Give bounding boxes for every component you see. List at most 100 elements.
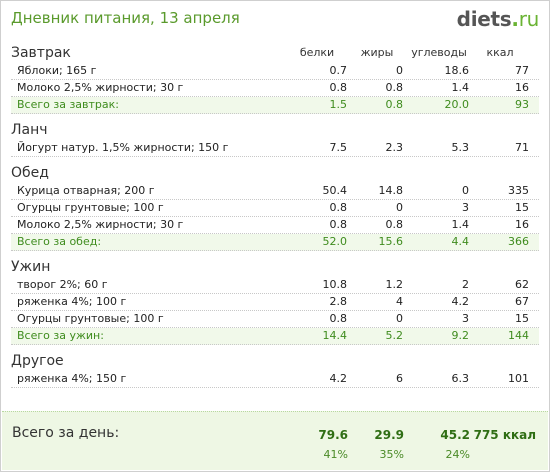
food-row[interactable]: Огурцы грунтовые; 100 г 0.8 0 3 15	[11, 200, 539, 217]
food-row[interactable]: Йогурт натур. 1,5% жирности; 150 г 7.5 2.3…	[11, 140, 539, 157]
column-header-fat: жиры	[360, 46, 394, 59]
logo-name: diets	[456, 7, 512, 31]
food-protein: 0.8	[329, 218, 348, 231]
food-name: Огурцы грунтовые; 100 г	[17, 312, 164, 325]
food-fat: 0.8	[385, 218, 404, 231]
logo-dot: .	[511, 7, 519, 31]
subtotal-protein: 52.0	[322, 235, 348, 248]
subtotal-fat: 15.6	[378, 235, 404, 248]
header: Дневник питания, 13 апреля diets.ru	[11, 7, 539, 33]
meal-title: Другое	[11, 353, 64, 369]
day-total-label: Всего за день:	[12, 425, 120, 441]
food-name: ряженка 4%; 100 г	[17, 295, 127, 308]
food-kcal: 71	[515, 141, 529, 154]
subtotal-label: Всего за ужин:	[17, 329, 104, 342]
column-header-carbs: углеводы	[411, 46, 467, 59]
food-protein: 0.8	[329, 201, 348, 214]
diets-logo[interactable]: diets.ru	[456, 7, 540, 31]
food-kcal: 77	[515, 64, 529, 77]
day-total-fat: 29.9	[374, 428, 404, 442]
food-protein: 4.2	[329, 372, 348, 385]
food-row[interactable]: Молоко 2,5% жирности; 30 г 0.8 0.8 1.4 16	[11, 217, 539, 234]
food-row[interactable]: ряженка 4%; 100 г 2.8 4 4.2 67	[11, 294, 539, 311]
food-kcal: 101	[508, 372, 529, 385]
diary-table: Завтрак белки жиры углеводы ккал Яблоки; 165 …	[11, 43, 539, 388]
food-row[interactable]: Молоко 2,5% жирности; 30 г 0.8 0.8 1.4 16	[11, 80, 539, 97]
food-carbs: 4.2	[451, 295, 470, 308]
food-fat: 0.8	[385, 81, 404, 94]
food-carbs: 18.6	[444, 64, 470, 77]
food-name: Молоко 2,5% жирности; 30 г	[17, 81, 184, 94]
day-total: Всего за день: 79.6 29.9 45.2 775 ккал 4…	[2, 411, 548, 470]
food-name: Курица отварная; 200 г	[17, 184, 155, 197]
day-percent-fat: 35%	[379, 448, 404, 461]
subtotal-carbs: 20.0	[444, 98, 470, 111]
food-kcal: 335	[508, 184, 529, 197]
food-protein: 50.4	[322, 184, 348, 197]
meal-header: Ужин	[11, 257, 539, 277]
column-header-protein: белки	[299, 46, 335, 59]
food-row[interactable]: Курица отварная; 200 г 50.4 14.8 0 335	[11, 183, 539, 200]
food-name: Огурцы грунтовые; 100 г	[17, 201, 164, 214]
meal-header: Обед	[11, 163, 539, 183]
meal-subtotal-row: Всего за завтрак: 1.5 0.8 20.0 93	[11, 97, 539, 114]
food-fat: 14.8	[378, 184, 404, 197]
logo-tld: ru	[518, 7, 540, 31]
food-row[interactable]: Огурцы грунтовые; 100 г 0.8 0 3 15	[11, 311, 539, 328]
subtotal-fat: 0.8	[385, 98, 404, 111]
food-name: творог 2%; 60 г	[17, 278, 108, 291]
food-name: ряженка 4%; 150 г	[17, 372, 127, 385]
food-carbs: 3	[462, 312, 469, 325]
food-carbs: 1.4	[451, 81, 470, 94]
subtotal-carbs: 9.2	[451, 329, 470, 342]
day-total-kcal: 775 ккал	[473, 428, 536, 442]
subtotal-label: Всего за завтрак:	[17, 98, 120, 111]
food-row[interactable]: творог 2%; 60 г 10.8 1.2 2 62	[11, 277, 539, 294]
food-carbs: 6.3	[451, 372, 470, 385]
food-protein: 2.8	[329, 295, 348, 308]
subtotal-protein: 14.4	[322, 329, 348, 342]
food-protein: 0.7	[329, 64, 348, 77]
food-row[interactable]: ряженка 4%; 150 г 4.2 6 6.3 101	[11, 371, 539, 388]
meal-title: Ужин	[11, 259, 51, 275]
day-total-carbs: 45.2	[440, 428, 470, 442]
food-carbs: 3	[462, 201, 469, 214]
subtotal-kcal: 144	[508, 329, 529, 342]
food-kcal: 15	[515, 201, 529, 214]
food-kcal: 67	[515, 295, 529, 308]
meal-subtotal-row: Всего за обед: 52.0 15.6 4.4 366	[11, 234, 539, 251]
day-percent-carbs: 24%	[445, 448, 470, 461]
food-name: Молоко 2,5% жирности; 30 г	[17, 218, 184, 231]
subtotal-kcal: 366	[508, 235, 529, 248]
meal-title: Завтрак	[11, 45, 71, 61]
day-total-protein: 79.6	[318, 428, 348, 442]
subtotal-kcal: 93	[515, 98, 529, 111]
column-header-kcal: ккал	[486, 46, 514, 59]
food-fat: 4	[396, 295, 403, 308]
food-name: Йогурт натур. 1,5% жирности; 150 г	[17, 141, 229, 154]
meal-title: Обед	[11, 165, 49, 181]
food-fat: 0	[396, 201, 403, 214]
food-carbs: 2	[462, 278, 469, 291]
subtotal-protein: 1.5	[329, 98, 348, 111]
food-protein: 0.8	[329, 81, 348, 94]
subtotal-fat: 5.2	[385, 329, 404, 342]
meal-subtotal-row: Всего за ужин: 14.4 5.2 9.2 144	[11, 328, 539, 345]
page-title: Дневник питания, 13 апреля	[11, 9, 240, 27]
meal-title: Ланч	[11, 122, 48, 138]
meal-header: Ланч	[11, 120, 539, 140]
subtotal-label: Всего за обед:	[17, 235, 102, 248]
food-fat: 2.3	[385, 141, 404, 154]
food-fat: 6	[396, 372, 403, 385]
subtotal-carbs: 4.4	[451, 235, 470, 248]
day-percent-protein: 41%	[323, 448, 348, 461]
food-fat: 1.2	[385, 278, 404, 291]
food-row[interactable]: Яблоки; 165 г 0.7 0 18.6 77	[11, 63, 539, 80]
food-protein: 0.8	[329, 312, 348, 325]
food-carbs: 5.3	[451, 141, 470, 154]
food-fat: 0	[396, 312, 403, 325]
food-carbs: 0	[462, 184, 469, 197]
food-kcal: 16	[515, 81, 529, 94]
food-protein: 10.8	[322, 278, 348, 291]
